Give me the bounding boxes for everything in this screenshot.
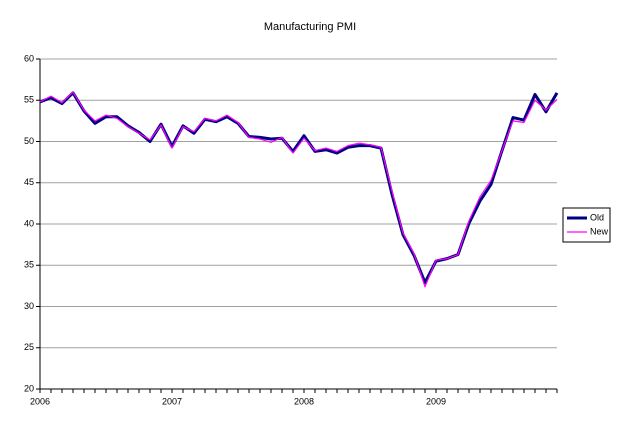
y-tick-label: 30 [24, 301, 34, 311]
chart-title: Manufacturing PMI [264, 21, 356, 33]
y-tick-label: 40 [24, 218, 34, 228]
x-tick-label: 2006 [30, 396, 50, 406]
y-tick-label: 20 [24, 383, 34, 393]
legend-box [562, 207, 611, 243]
y-tick-label: 35 [24, 260, 34, 270]
data-line [39, 91, 559, 285]
y-tick-label: 60 [24, 53, 34, 63]
y-tick-label: 45 [24, 177, 34, 187]
y-tick-label: 25 [24, 342, 34, 352]
x-tick-label: 2008 [294, 396, 314, 406]
legend-label: Old [590, 212, 604, 222]
legend-label: New [590, 226, 609, 236]
data-line [39, 91, 558, 288]
y-tick-label: 50 [24, 136, 34, 146]
y-tick-label: 55 [24, 95, 34, 105]
x-tick-label: 2009 [426, 396, 446, 406]
x-tick-label: 2007 [162, 396, 182, 406]
